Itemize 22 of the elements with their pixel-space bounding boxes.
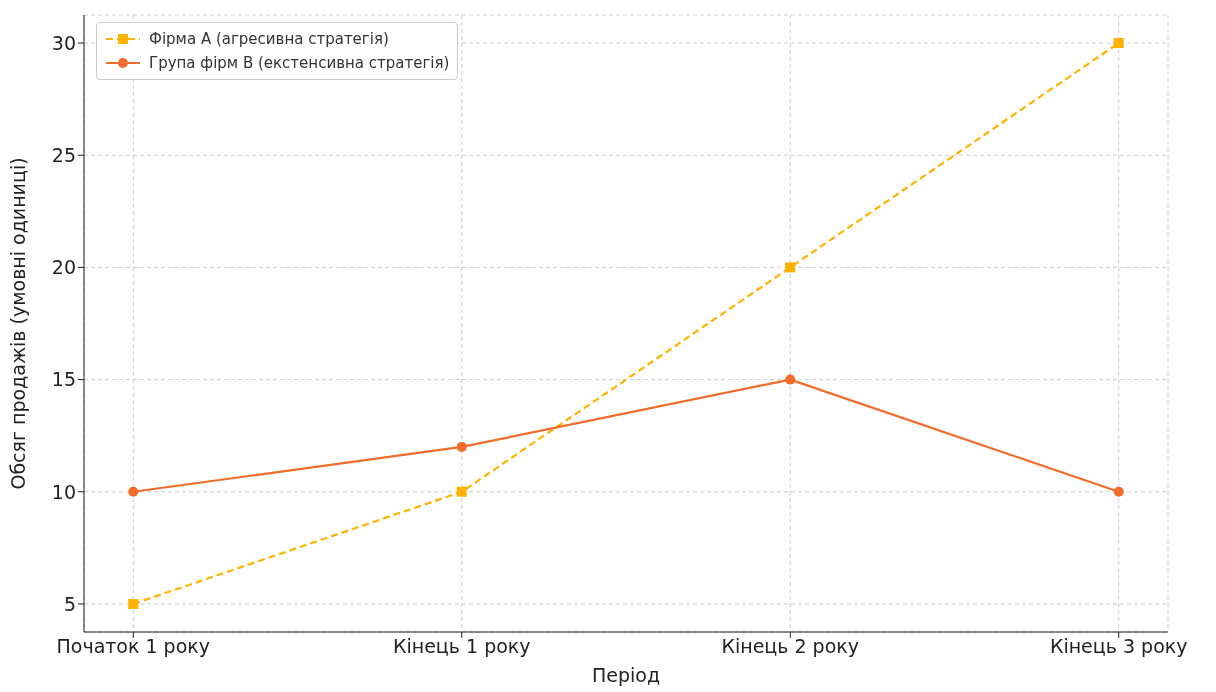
legend-label: Група фірм B (екстенсивна стратегія) xyxy=(149,54,450,72)
y-axis-title: Обсяг продажів (умовні одиниці) xyxy=(6,157,29,490)
x-tick-label: Кінець 3 року xyxy=(1049,635,1188,658)
y-tick-label: 25 xyxy=(51,143,76,166)
point xyxy=(785,262,796,273)
point xyxy=(456,486,467,497)
x-tick-label: Кінець 2 року xyxy=(721,635,860,658)
point xyxy=(1113,38,1124,49)
y-tick-label: 15 xyxy=(51,368,76,391)
point xyxy=(1113,486,1124,497)
y-tick-label: 30 xyxy=(51,31,76,54)
point xyxy=(785,374,796,385)
x-tick-label: Початок 1 року xyxy=(56,635,211,658)
y-tick-label: 20 xyxy=(51,256,76,279)
x-axis-title: Період xyxy=(591,664,661,686)
point xyxy=(128,598,139,609)
point xyxy=(456,441,467,452)
x-tick-label: Кінець 1 року xyxy=(392,635,531,658)
y-tick-label: 10 xyxy=(51,480,76,503)
y-tick-label: 5 xyxy=(63,592,76,615)
legend-label: Фірма A (агресивна стратегія) xyxy=(149,30,389,48)
point xyxy=(128,486,139,497)
